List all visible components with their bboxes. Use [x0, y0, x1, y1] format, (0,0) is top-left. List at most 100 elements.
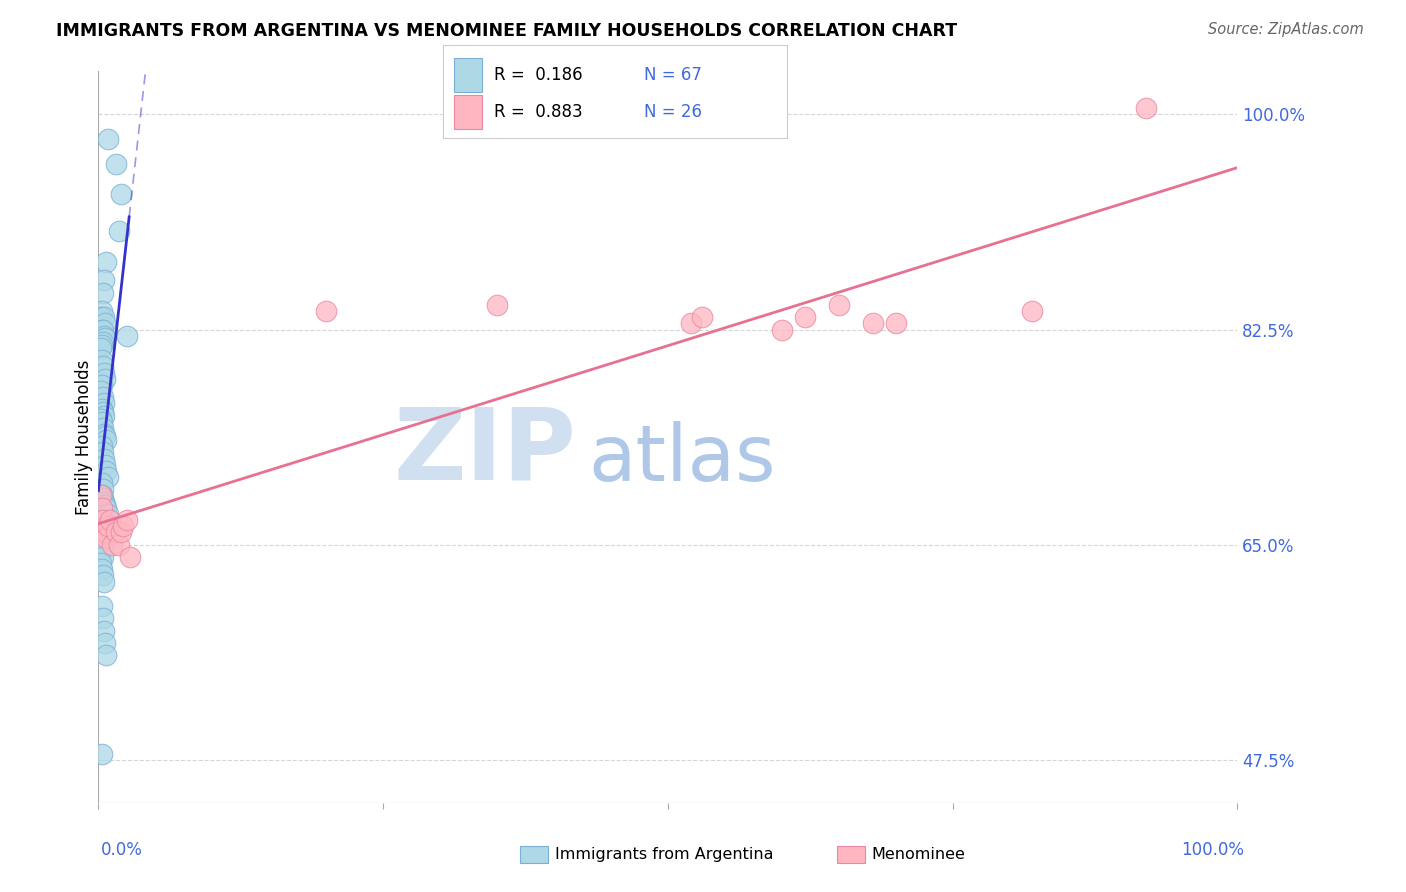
Point [90, 599, 112, 613]
Point [97, 513, 120, 527]
Point [96, 519, 118, 533]
Text: Source: ZipAtlas.com: Source: ZipAtlas.com [1208, 22, 1364, 37]
Point [91, 405, 114, 419]
Point [96, 255, 118, 269]
Point [90, 562, 112, 576]
Text: R =  0.883: R = 0.883 [494, 103, 582, 121]
Point [90, 304, 112, 318]
Point [94, 331, 117, 345]
Point [91, 390, 114, 404]
Point [104, 156, 127, 170]
Point [98, 513, 121, 527]
Point [93, 396, 115, 410]
Point [315, 304, 337, 318]
Point [828, 298, 851, 312]
Text: N = 26: N = 26 [644, 103, 702, 121]
Point [90, 310, 112, 325]
Point [90, 377, 112, 392]
Point [91, 491, 114, 505]
Point [90, 338, 112, 352]
Point [90, 556, 112, 570]
Point [108, 224, 131, 238]
Point [884, 317, 907, 331]
Point [90, 415, 112, 429]
Point [91, 513, 114, 527]
Text: 100.0%: 100.0% [1181, 840, 1244, 858]
Point [90, 525, 112, 540]
Point [98, 519, 121, 533]
Point [93, 525, 115, 540]
Point [94, 498, 117, 512]
Point [91, 568, 114, 582]
Point [110, 525, 132, 540]
Point [90, 476, 112, 491]
Point [770, 322, 793, 336]
Point [96, 507, 118, 521]
Point [94, 636, 117, 650]
Point [90, 543, 112, 558]
Point [91, 285, 114, 300]
Text: N = 67: N = 67 [644, 66, 702, 84]
Text: atlas: atlas [588, 421, 776, 497]
Point [91, 421, 114, 435]
Point [793, 310, 815, 325]
Point [94, 372, 117, 386]
Point [96, 648, 118, 663]
Point [96, 464, 118, 478]
Point [94, 429, 117, 443]
Point [91, 549, 114, 564]
Point [96, 132, 118, 146]
Y-axis label: Family Households: Family Households [75, 359, 93, 515]
Point [1135, 101, 1157, 115]
Point [96, 500, 118, 515]
Point [90, 412, 112, 426]
Point [90, 384, 112, 398]
Point [679, 317, 702, 331]
Text: IMMIGRANTS FROM ARGENTINA VS MENOMINEE FAMILY HOUSEHOLDS CORRELATION CHART: IMMIGRANTS FROM ARGENTINA VS MENOMINEE F… [56, 22, 957, 40]
Point [94, 317, 117, 331]
Point [96, 433, 118, 447]
Point [94, 525, 117, 540]
Point [93, 366, 115, 380]
Point [486, 298, 509, 312]
Point [1021, 304, 1043, 318]
Point [93, 310, 115, 325]
Point [93, 328, 115, 343]
Point [93, 494, 115, 508]
Point [90, 322, 112, 336]
Point [93, 427, 115, 442]
Point [93, 273, 115, 287]
Point [690, 310, 713, 325]
Point [90, 341, 112, 355]
Point [112, 519, 135, 533]
Text: ZIP: ZIP [394, 403, 576, 500]
Point [90, 488, 112, 502]
Point [120, 549, 142, 564]
Text: R =  0.186: R = 0.186 [494, 66, 582, 84]
Point [104, 525, 127, 540]
Point [90, 500, 112, 515]
Point [90, 747, 112, 761]
Point [110, 187, 132, 202]
Point [862, 317, 884, 331]
Point [91, 532, 114, 546]
Point [115, 513, 138, 527]
Text: 0.0%: 0.0% [101, 840, 143, 858]
Point [93, 574, 115, 589]
Point [101, 538, 124, 552]
Point [93, 409, 115, 423]
Point [96, 470, 118, 484]
Point [91, 611, 114, 625]
Point [91, 334, 114, 349]
Point [91, 445, 114, 459]
Point [91, 359, 114, 374]
Text: Immigrants from Argentina: Immigrants from Argentina [555, 847, 773, 862]
Point [93, 538, 115, 552]
Text: Menominee: Menominee [872, 847, 966, 862]
Point [90, 488, 112, 502]
Point [96, 532, 118, 546]
Point [91, 483, 114, 497]
Point [90, 402, 112, 417]
Point [94, 458, 117, 472]
Point [108, 538, 131, 552]
